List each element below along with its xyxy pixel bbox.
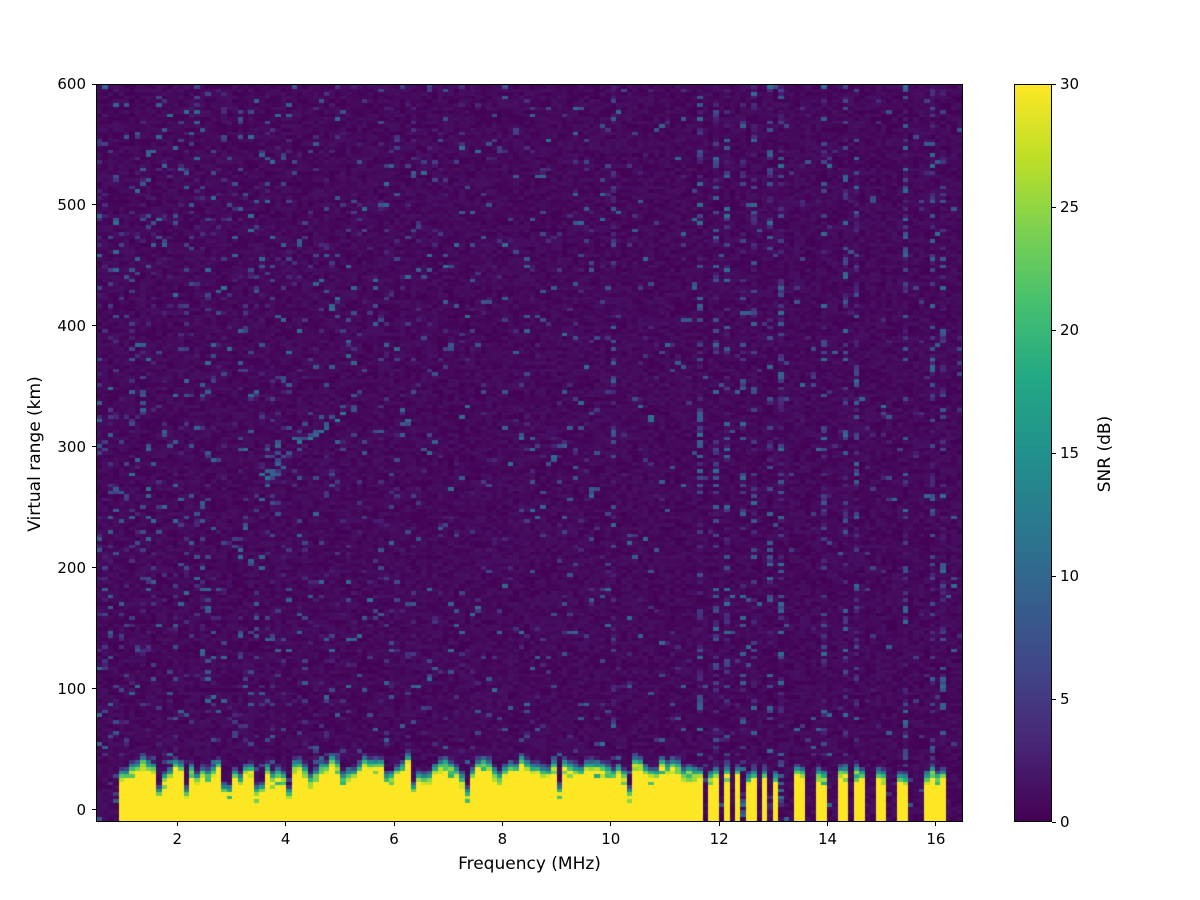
x-tick-label: 2: [172, 830, 183, 848]
x-tick-label: 12: [709, 830, 729, 848]
x-tick-label: 16: [926, 830, 946, 848]
y-tick-label: 600: [57, 75, 86, 93]
x-tick-mark: [610, 822, 612, 826]
x-tick-mark: [718, 822, 720, 826]
x-tick-mark: [501, 822, 503, 826]
y-tick-label: 300: [57, 437, 86, 456]
x-tick-label: 10: [601, 830, 621, 848]
x-tick-label: 8: [497, 830, 508, 848]
x-tick-mark: [393, 822, 395, 826]
colorbar-tick-label: 30: [1060, 75, 1080, 93]
x-tick-mark: [176, 822, 178, 826]
y-tick-mark: [92, 688, 96, 690]
x-tick-mark: [827, 822, 829, 826]
x-tick-mark: [935, 822, 937, 826]
colorbar-tick-mark: [1052, 698, 1056, 700]
colorbar: [1014, 84, 1052, 822]
y-tick-label: 0: [76, 800, 86, 819]
x-tick-label: 4: [280, 830, 291, 848]
y-tick-mark: [92, 83, 96, 85]
colorbar-label: SNR (dB): [1095, 415, 1115, 493]
x-axis-label: Frequency (MHz): [458, 854, 601, 874]
colorbar-tick-label: 10: [1060, 567, 1080, 585]
plot-area: [96, 84, 963, 822]
colorbar-tick-label: 25: [1060, 198, 1080, 216]
x-tick-mark: [285, 822, 287, 826]
colorbar-tick-mark: [1052, 452, 1056, 454]
colorbar-tick-mark: [1052, 329, 1056, 331]
colorbar-tick-mark: [1052, 821, 1056, 823]
colorbar-tick-label: 0: [1060, 813, 1070, 831]
colorbar-tick-label: 15: [1060, 444, 1080, 462]
colorbar-tick-mark: [1052, 575, 1056, 577]
y-tick-label: 200: [57, 558, 86, 577]
y-tick-mark: [92, 446, 96, 448]
colorbar-tick-mark: [1052, 206, 1056, 208]
y-tick-mark: [92, 809, 96, 811]
y-tick-mark: [92, 204, 96, 206]
y-tick-label: 500: [57, 195, 86, 214]
y-tick-label: 100: [57, 679, 86, 698]
y-axis-label: Virtual range (km): [25, 376, 45, 532]
y-tick-mark: [92, 567, 96, 569]
y-tick-mark: [92, 325, 96, 327]
colorbar-tick-mark: [1052, 83, 1056, 85]
x-tick-label: 6: [389, 830, 399, 848]
x-tick-label: 14: [817, 830, 838, 848]
ionogram-heatmap: [97, 85, 962, 821]
colorbar-tick-label: 20: [1060, 321, 1080, 339]
colorbar-tick-label: 5: [1060, 690, 1070, 708]
y-tick-label: 400: [57, 316, 86, 335]
